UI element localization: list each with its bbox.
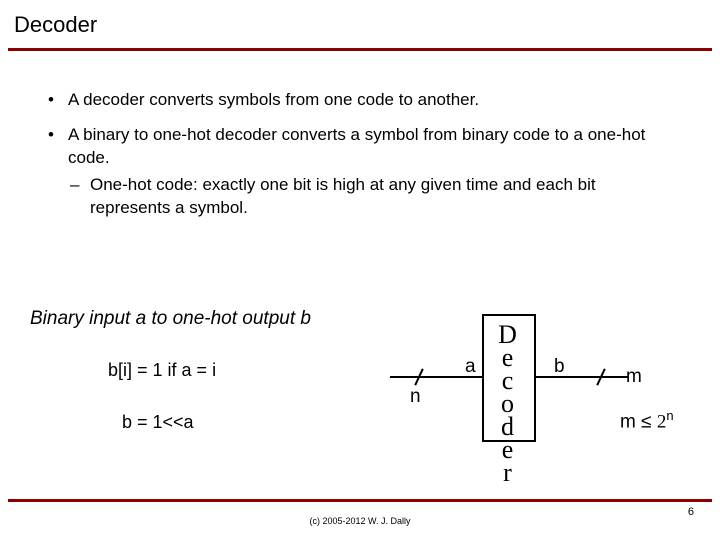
constraint-exponent: n: [666, 408, 673, 423]
input-signal-label: a: [465, 356, 476, 378]
sub-bullet-item: One-hot code: exactly one bit is high at…: [68, 174, 680, 220]
output-wire: [536, 376, 628, 378]
lower-region: Binary input a to one-hot output b b[i] …: [30, 308, 690, 468]
sub-list: One-hot code: exactly one bit is high at…: [68, 174, 680, 220]
copyright-text: (c) 2005-2012 W. J. Dally: [0, 516, 720, 526]
decoder-block-label: Decoder: [494, 320, 520, 481]
output-signal-label: b: [554, 356, 565, 378]
bullet-list: A decoder converts symbols from one code…: [46, 89, 680, 220]
equation-1: b[i] = 1 if a = i: [108, 360, 216, 381]
input-width-label: n: [410, 386, 421, 408]
bullet-text: A binary to one-hot decoder converts a s…: [68, 125, 645, 167]
slide-title: Decoder: [0, 0, 720, 44]
output-width-label: m: [626, 366, 642, 388]
equation-2: b = 1<<a: [122, 412, 194, 433]
footer-divider: [8, 499, 712, 502]
content-area: A decoder converts symbols from one code…: [0, 51, 720, 220]
constraint-expression: m ≤ 2n: [620, 408, 674, 433]
bullet-item: A decoder converts symbols from one code…: [46, 89, 680, 112]
constraint-base: 2: [657, 411, 667, 432]
decoder-diagram: Decoder a b n m m ≤ 2n: [370, 308, 690, 458]
bullet-item: A binary to one-hot decoder converts a s…: [46, 124, 680, 220]
constraint-lhs: m ≤: [620, 411, 657, 432]
page-number: 6: [688, 506, 694, 518]
